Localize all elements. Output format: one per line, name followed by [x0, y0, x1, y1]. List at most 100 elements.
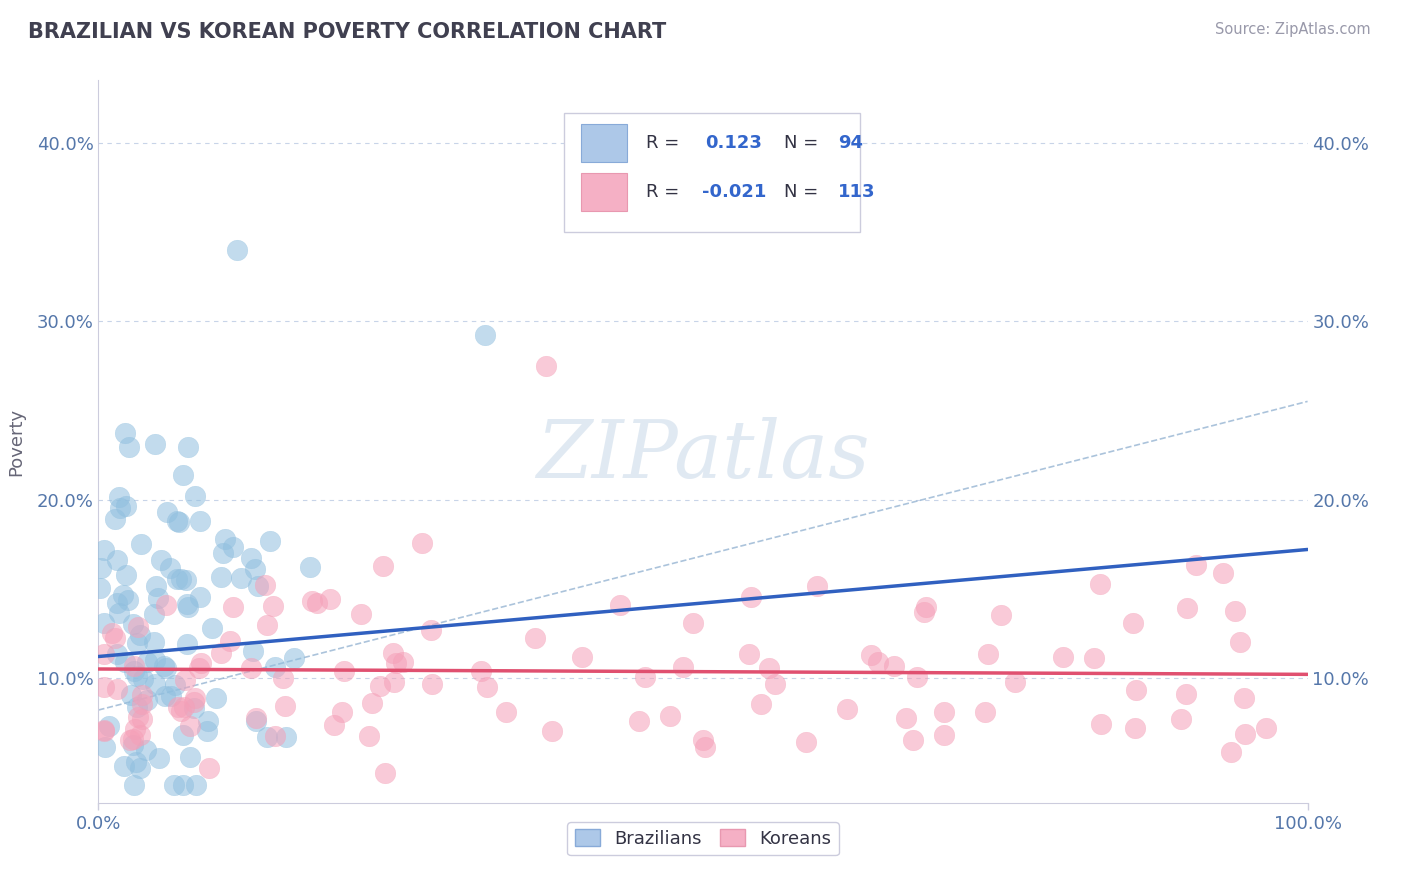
Point	[1185, 558, 1208, 573]
Point	[420, 624, 443, 638]
Point	[222, 540, 245, 554]
Point	[318, 592, 340, 607]
Point	[835, 702, 858, 716]
Point	[474, 328, 496, 343]
Point	[322, 718, 344, 732]
Point	[915, 600, 938, 615]
Point	[209, 570, 232, 584]
Point	[104, 512, 127, 526]
Point	[212, 546, 235, 560]
Point	[201, 621, 224, 635]
Point	[229, 571, 252, 585]
Point	[188, 514, 211, 528]
Point	[672, 659, 695, 673]
Text: 113: 113	[838, 183, 876, 202]
Point	[896, 711, 918, 725]
Point	[391, 655, 413, 669]
Point	[183, 700, 205, 714]
Point	[806, 579, 828, 593]
Point	[262, 599, 284, 613]
Point	[105, 553, 128, 567]
Point	[609, 598, 631, 612]
Point	[107, 607, 129, 621]
Point	[692, 733, 714, 747]
Point	[166, 572, 188, 586]
Point	[298, 559, 321, 574]
Point	[114, 656, 136, 670]
Point	[122, 778, 145, 792]
Point	[222, 599, 245, 614]
Point	[115, 500, 138, 514]
Point	[131, 688, 153, 702]
Text: R =: R =	[647, 183, 679, 202]
Point	[153, 690, 176, 704]
Point	[125, 699, 148, 714]
Point	[333, 664, 356, 678]
Point	[120, 688, 142, 702]
Point	[245, 711, 267, 725]
Text: BRAZILIAN VS KOREAN POVERTY CORRELATION CHART: BRAZILIAN VS KOREAN POVERTY CORRELATION …	[28, 22, 666, 42]
Point	[135, 743, 157, 757]
Point	[172, 728, 194, 742]
Point	[1122, 616, 1144, 631]
Point	[124, 756, 146, 770]
Point	[120, 733, 142, 747]
Point	[93, 723, 115, 738]
Point	[146, 591, 169, 605]
Text: N =: N =	[785, 134, 818, 153]
Point	[1088, 577, 1111, 591]
Point	[905, 670, 928, 684]
Point	[127, 636, 149, 650]
Point	[132, 672, 155, 686]
Point	[90, 561, 112, 575]
Point	[1004, 675, 1026, 690]
Point	[156, 505, 179, 519]
Point	[382, 675, 405, 690]
Point	[219, 633, 242, 648]
Point	[115, 568, 138, 582]
Point	[143, 607, 166, 621]
Point	[163, 778, 186, 792]
Point	[301, 593, 323, 607]
Point	[97, 718, 120, 732]
Point	[172, 468, 194, 483]
Point	[183, 695, 205, 709]
Point	[475, 680, 498, 694]
Point	[177, 440, 200, 454]
Point	[932, 706, 955, 720]
Point	[1177, 601, 1199, 615]
Point	[117, 593, 139, 607]
Point	[195, 724, 218, 739]
Point	[89, 581, 111, 595]
Point	[245, 714, 267, 728]
Point	[242, 644, 264, 658]
Point	[173, 699, 195, 714]
Point	[136, 655, 159, 669]
Point	[143, 635, 166, 649]
Point	[176, 597, 198, 611]
Point	[758, 661, 780, 675]
Point	[360, 696, 382, 710]
Point	[124, 665, 146, 679]
Point	[214, 532, 236, 546]
Point	[177, 599, 200, 614]
Point	[155, 660, 177, 674]
Point	[903, 733, 925, 747]
Point	[188, 590, 211, 604]
Point	[659, 709, 682, 723]
Point	[166, 514, 188, 528]
Point	[357, 729, 380, 743]
Point	[173, 673, 195, 687]
Point	[259, 534, 281, 549]
Point	[246, 579, 269, 593]
Point	[167, 515, 190, 529]
Point	[1233, 690, 1256, 705]
Point	[256, 617, 278, 632]
Point	[107, 682, 129, 697]
Point	[682, 615, 704, 630]
Point	[187, 661, 209, 675]
Point	[176, 637, 198, 651]
Point	[148, 751, 170, 765]
Point	[627, 714, 650, 728]
Point	[381, 646, 404, 660]
